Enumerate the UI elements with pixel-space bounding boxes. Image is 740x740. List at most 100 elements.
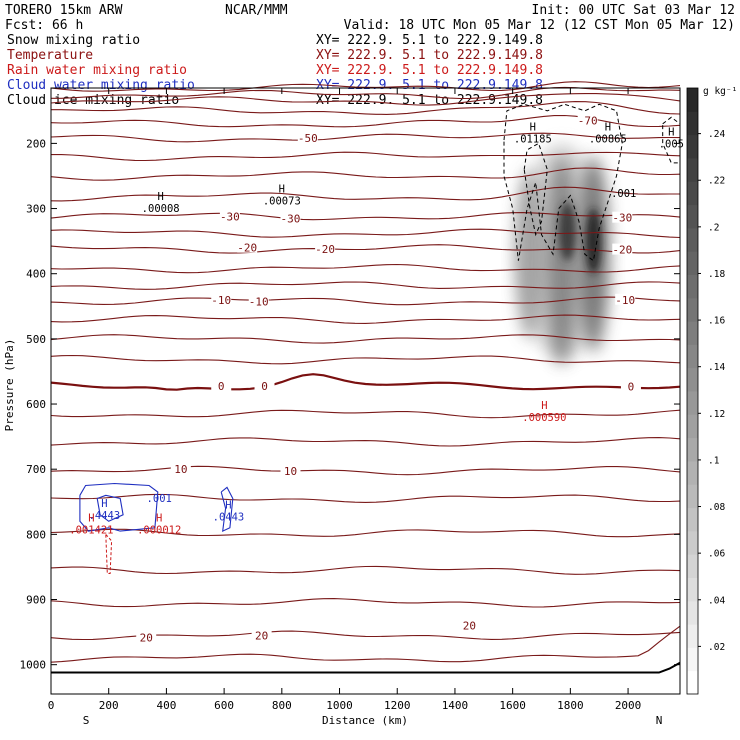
extremum-marker: H xyxy=(156,512,162,524)
colorbar-cell xyxy=(687,157,698,182)
colorbar-cell xyxy=(687,321,698,345)
colorbar-cell xyxy=(687,600,698,625)
colorbar-cell xyxy=(687,181,698,206)
extremum-marker: H xyxy=(101,498,107,510)
colorbar-tick-label: .2 xyxy=(708,222,719,233)
cloud-water-contour xyxy=(79,482,159,532)
temperature-label: -20 xyxy=(237,242,257,255)
colorbar-tick-label: .02 xyxy=(708,642,725,653)
north-label: N xyxy=(656,714,663,727)
colorbar: g kg⁻¹ .02 .04 .06 .08 .1 .12 .14 .16 .18 .2 .22 .2… xyxy=(686,86,737,695)
isotherm xyxy=(50,81,681,92)
temperature-label: -20 xyxy=(612,244,632,257)
extremum-value: .00008 xyxy=(142,203,180,215)
y-tick-label: 500 xyxy=(26,333,46,346)
field-name-2: Rain water mixing ratio xyxy=(7,63,187,78)
y-tick-label: 900 xyxy=(26,594,46,607)
temperature-label: 10 xyxy=(284,465,297,478)
isotherm xyxy=(50,437,681,447)
extremum-marker: H xyxy=(88,512,94,524)
extremum-marker: H xyxy=(605,121,611,133)
colorbar-cell xyxy=(687,88,698,112)
temp-label-bg xyxy=(315,242,336,254)
colorbar-cell xyxy=(687,484,698,509)
isotherm xyxy=(51,101,681,115)
isotherm xyxy=(50,493,681,503)
isotherm xyxy=(50,373,681,391)
colorbar-cell xyxy=(687,624,698,648)
colorbar-cell xyxy=(687,111,698,136)
colorbar-tick-label: .12 xyxy=(708,409,725,420)
temperature-label: -10 xyxy=(249,296,269,309)
extremum-marker: H xyxy=(668,127,674,139)
x-tick-label: 2000 xyxy=(615,699,642,712)
colorbar-cell xyxy=(687,344,698,369)
south-label: S xyxy=(83,714,90,727)
temp-label-bg xyxy=(211,379,232,391)
temp-label-bg xyxy=(280,465,301,477)
isotherm xyxy=(50,114,681,128)
isotherm xyxy=(50,354,681,365)
isotherm xyxy=(50,212,681,221)
field-xy-1: XY= 222.9. 5.1 to 222.9.149.8 xyxy=(316,48,543,63)
extremum-value: .001421 xyxy=(69,524,113,536)
org-title: NCAR/MMM xyxy=(225,3,288,18)
field-xy-3: XY= 222.9. 5.1 to 222.9.149.8 xyxy=(316,78,543,93)
extremum-marker: H xyxy=(530,121,536,133)
x-tick-label: 1000 xyxy=(326,699,353,712)
temperature-label: 0 xyxy=(628,380,635,393)
colorbar-cell xyxy=(687,414,698,439)
y-tick-label: 300 xyxy=(26,203,46,216)
temperature-label: -30 xyxy=(220,210,240,223)
colorbar-tick-label: .06 xyxy=(708,549,725,560)
contour-label: .001 xyxy=(611,188,636,200)
x-tick-label: 600 xyxy=(214,699,234,712)
colorbar-cell xyxy=(687,554,698,578)
field-xy-0: XY= 222.9. 5.1 to 222.9.149.8 xyxy=(316,33,543,48)
temperature-label: 0 xyxy=(218,380,225,393)
extremum-value: .005 xyxy=(659,139,684,151)
surface-line xyxy=(51,661,681,674)
x-axis-label: Distance (km) xyxy=(322,714,408,727)
snow-shade xyxy=(558,202,577,261)
axes: 0 200 400 600 800 1000 1200 1400 1600 1800 2000200… xyxy=(20,88,680,712)
temp-label-bg xyxy=(170,463,191,475)
cloud-water-contours xyxy=(79,482,234,533)
colorbar-tick-label: .08 xyxy=(708,502,725,513)
x-tick-label: 0 xyxy=(48,699,55,712)
y-tick-label: 200 xyxy=(26,137,46,150)
temp-label-bg xyxy=(254,379,275,391)
colorbar-cell xyxy=(687,507,698,532)
temperature-label: 20 xyxy=(255,629,268,642)
isotherm xyxy=(50,93,681,106)
snow-contours xyxy=(503,103,681,262)
extremum-marker: H xyxy=(157,191,163,203)
temp-label-bg xyxy=(219,210,240,222)
colorbar-cell xyxy=(687,460,698,485)
isotherm xyxy=(50,281,681,290)
temp-label-bg xyxy=(612,211,633,223)
colorbar-tick-label: .22 xyxy=(708,176,725,187)
temp-label-bg xyxy=(620,380,641,392)
temperature-label: 20 xyxy=(463,620,476,633)
contour-label: .001 xyxy=(147,493,172,505)
snow-shading xyxy=(515,143,610,365)
temp-label-bg xyxy=(280,212,301,224)
field-name-0: Snow mixing ratio xyxy=(7,33,140,48)
isotherm xyxy=(50,625,681,663)
colorbar-cell xyxy=(687,134,698,159)
isotherm xyxy=(51,151,681,162)
colorbar-tick-label: .14 xyxy=(708,362,725,373)
x-tick-label: 1800 xyxy=(557,699,584,712)
temp-label-bg xyxy=(248,295,269,307)
extremum-value: .01185 xyxy=(514,133,552,145)
extremum-value: .000590 xyxy=(522,412,566,424)
model-title: TORERO 15km ARW xyxy=(5,3,123,18)
snow-contour xyxy=(662,116,681,164)
isotherm xyxy=(50,598,681,608)
isotherm xyxy=(50,132,681,143)
init-time: Init: 00 UTC Sat 03 Mar 12 xyxy=(532,3,736,18)
field-xy-2: XY= 222.9. 5.1 to 222.9.149.8 xyxy=(316,63,543,78)
extrema-labels: H.00008H.00073H.01185H.00865H.005.001H.0… xyxy=(69,121,684,536)
temperature-labels: -70 -50 -30 -30 -30 -20 -20 -20 -10 -10 -10 0 0 0 10 10… xyxy=(136,114,641,644)
